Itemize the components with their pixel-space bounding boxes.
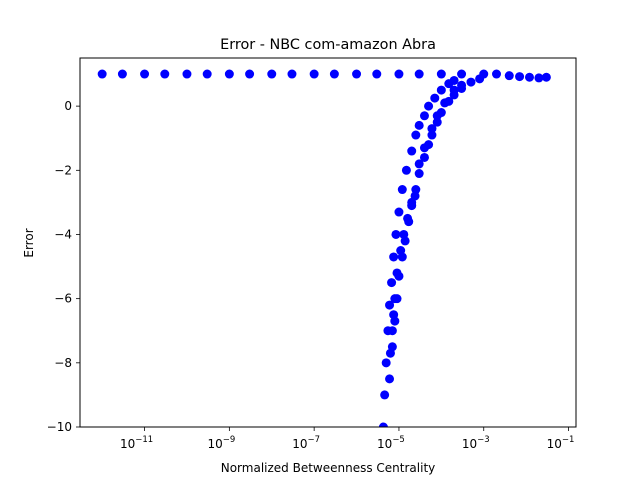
x-tick-label: 10−1 [547,435,575,451]
data-point [427,130,437,140]
data-point [202,69,212,79]
data-point [449,85,459,95]
data-point [352,69,362,79]
data-point [515,72,525,82]
data-point [424,101,434,111]
data-point [372,69,382,79]
data-point [410,191,420,201]
data-point [396,246,406,256]
data-point [392,268,402,278]
y-tick-label: −6 [54,292,72,306]
data-point [399,229,409,239]
data-point [430,93,440,103]
data-point [414,159,424,169]
data-point [534,73,544,83]
data-point [414,120,424,130]
x-tick-label: 10−5 [377,435,405,451]
y-tick-label: 0 [64,99,72,113]
data-point [224,69,234,79]
data-point [391,229,401,239]
data-point [541,72,551,82]
data-point [504,71,514,81]
data-point [387,278,397,288]
data-point [329,69,339,79]
data-point [160,69,170,79]
data-point [407,146,417,156]
data-point [394,207,404,217]
data-point [466,77,476,87]
data-point [419,143,429,153]
data-point [524,72,534,82]
y-axis-label: Error [22,228,36,257]
data-point [475,74,485,84]
data-point [397,185,407,195]
x-axis-ticks: 10−11 10−9 10−7 10−5 10−3 10−1 [120,427,574,451]
plot-area-frame [79,57,577,428]
x-tick-label: 10−3 [462,435,490,451]
data-point [432,111,442,121]
data-point [457,80,467,90]
data-point [390,294,400,304]
data-point [440,98,450,108]
x-tick-label: 10−9 [207,435,235,451]
data-point [401,165,411,175]
scatter-points [97,69,551,427]
data-point [97,69,107,79]
data-point [432,117,442,127]
y-tick-label: −8 [54,356,72,370]
data-point [385,300,395,310]
data-point [117,69,127,79]
data-point [411,130,421,140]
data-point [381,358,391,368]
data-point [385,374,395,384]
data-point [436,85,446,95]
data-point [389,252,399,262]
y-axis-ticks: 0 −2 −4 −6 −8 −10 [47,99,80,434]
data-point [419,152,429,162]
x-axis-label: Normalized Betweenness Centrality [221,461,436,475]
data-point [414,169,424,179]
data-point [414,69,424,79]
data-point [140,69,150,79]
data-point [427,124,437,134]
data-point [457,69,467,79]
data-point [492,69,501,79]
data-point [394,69,404,79]
data-point [182,69,192,79]
x-tick-label: 10−7 [292,435,320,451]
y-tick-label: −4 [54,227,72,241]
data-point [436,69,446,79]
data-point [403,213,413,223]
data-point [419,111,429,121]
data-point [287,69,297,79]
y-tick-label: −10 [47,420,72,434]
data-point [267,69,277,79]
data-point [378,422,388,427]
data-point [245,69,255,79]
y-tick-label: −2 [54,163,72,177]
data-point [309,69,319,79]
data-point [380,390,390,400]
x-tick-label: 10−11 [120,435,153,451]
data-point [389,310,399,320]
data-point [387,326,397,336]
chart-title: Error - NBC com-amazon Abra [220,37,436,53]
data-point [385,348,395,358]
data-point [449,75,459,85]
